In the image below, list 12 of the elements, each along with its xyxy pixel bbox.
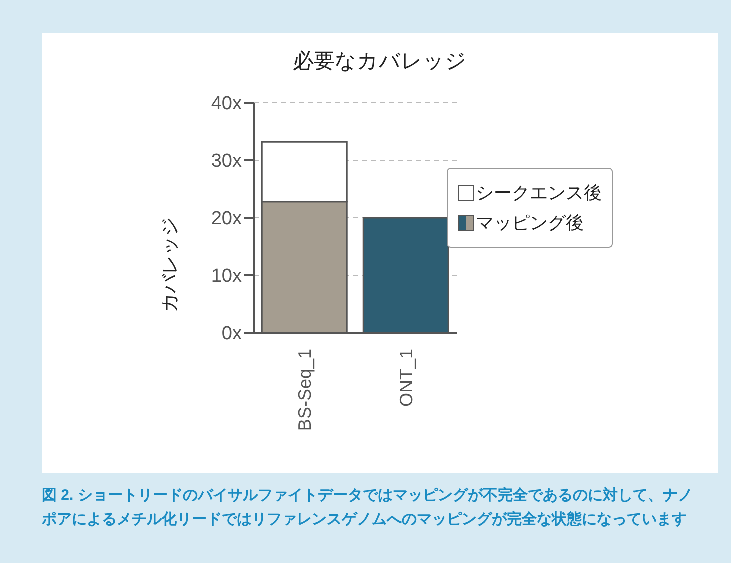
y-tick-label: 30x — [211, 151, 242, 172]
legend-label: マッピング後 — [476, 212, 584, 235]
x-tick-label: ONT_1 — [396, 349, 416, 408]
y-tick-label: 0x — [222, 324, 242, 345]
x-tick-label: BS-Seq_1 — [294, 349, 315, 432]
caption: 図 2. ショートリードのバイサルファイトデータではマッピングが不完全であるのに対して、ナノポアによるメチル化リードではリファレンスゲノムへのマッピングが完全な状態になっています — [42, 486, 694, 530]
y-tick-label: 20x — [211, 208, 242, 230]
chart-title: 必要なカバレッジ — [292, 49, 468, 75]
y-tick-label: 10x — [211, 266, 242, 288]
y-tick-label: 40x — [211, 94, 242, 115]
y-axis-title: カバレッジ — [159, 218, 182, 312]
legend-label: シークエンス後 — [476, 182, 602, 205]
